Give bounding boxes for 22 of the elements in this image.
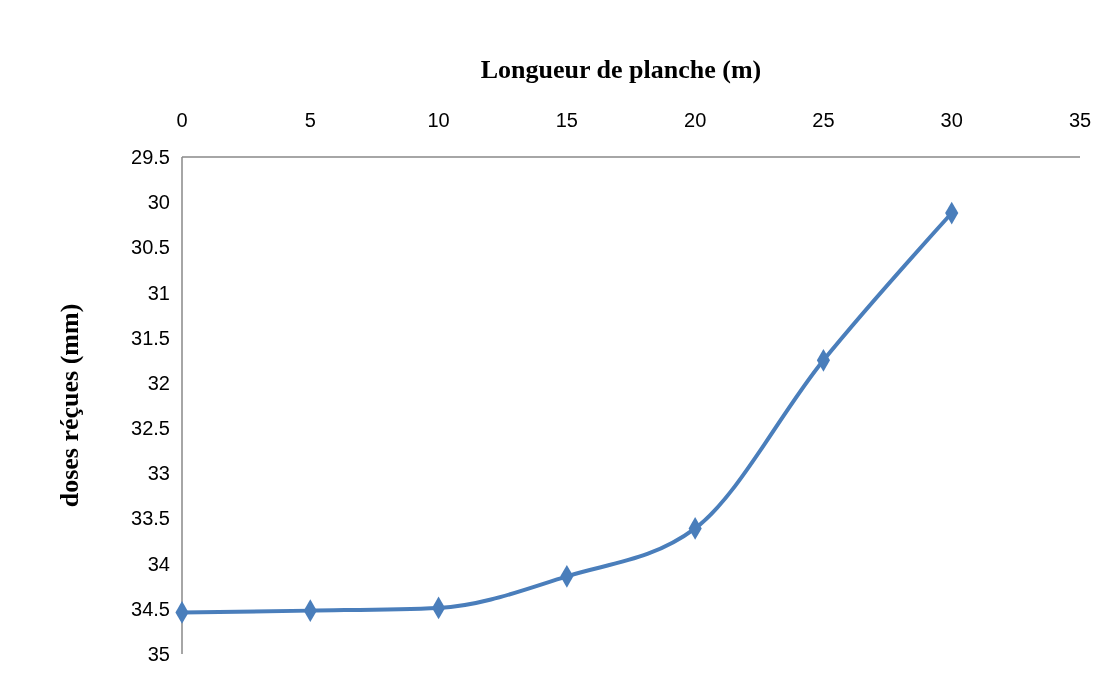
y-tick-label: 34.5 xyxy=(131,597,170,620)
y-tick-label: 34 xyxy=(147,552,170,575)
x-tick-label: 15 xyxy=(555,109,578,131)
x-tick-label: 25 xyxy=(812,109,835,131)
y-tick-label: 30.5 xyxy=(131,236,170,259)
x-tick-label: 10 xyxy=(427,109,450,131)
x-tick-label: 20 xyxy=(684,109,707,131)
x-tick-label: 5 xyxy=(304,109,316,131)
y-tick-label: 31.5 xyxy=(131,326,170,349)
y-tick-label: 33.5 xyxy=(131,507,170,530)
y-tick-label: 33 xyxy=(147,462,170,485)
x-tick-label: 35 xyxy=(1068,109,1092,131)
y-tick-label: 31 xyxy=(147,281,170,304)
y-tick-label: 32 xyxy=(147,371,170,394)
y-axis-title: doses réçues (mm) xyxy=(55,303,84,508)
y-tick-label: 32.5 xyxy=(131,417,170,440)
y-tick-label: 30 xyxy=(147,191,170,214)
x-axis-title: Longueur de planche (m) xyxy=(480,55,762,84)
x-tick-label: 0 xyxy=(176,109,188,131)
y-tick-label: 29.5 xyxy=(131,146,170,168)
y-tick-label: 35 xyxy=(147,643,170,665)
x-tick-label: 30 xyxy=(940,109,963,131)
